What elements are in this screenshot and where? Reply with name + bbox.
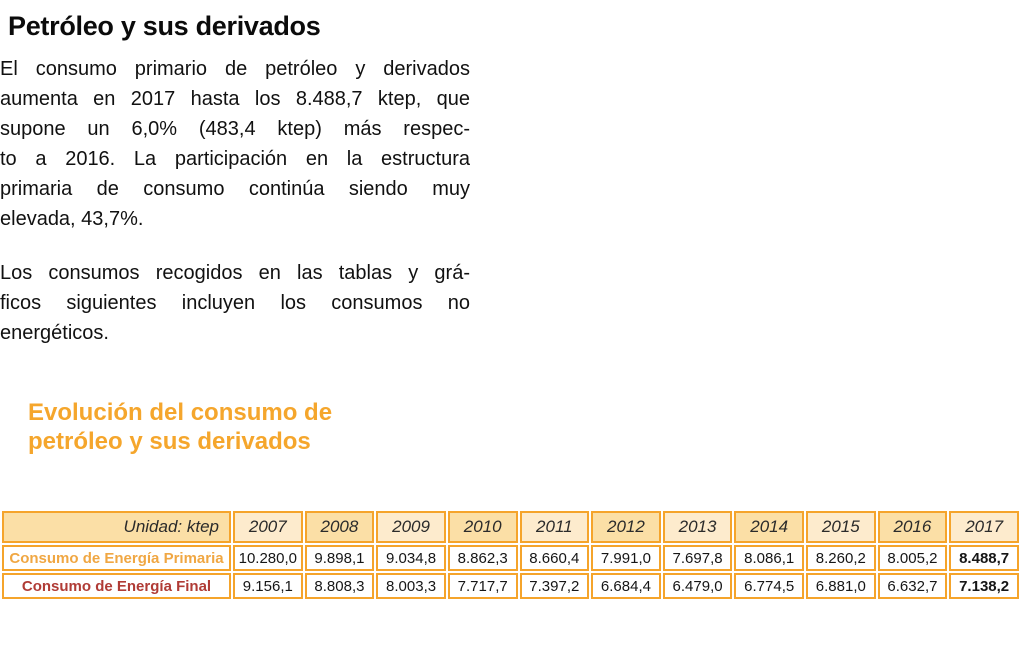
- table-header-row: Unidad: ktep 2007 2008 2009 2010 2011 2012 201…: [2, 511, 1019, 543]
- value-cell: 8.260,2: [806, 545, 876, 571]
- year-header-cell: 2011: [519, 511, 590, 543]
- table-row: Consumo de Energía Final 9.156,1 8.808,3 8.…: [2, 573, 1019, 599]
- table-body: Consumo de Energía Primaria 10.280,0 9.898…: [2, 545, 1019, 599]
- value-cell: 7.717,7: [447, 573, 518, 599]
- paragraph-line: energéticos.: [0, 322, 109, 344]
- year-header-cell: 2008: [304, 511, 375, 543]
- year-header-cell: 2016: [877, 511, 948, 543]
- value-cell: 8.005,2: [877, 545, 948, 571]
- year-header-cell: 2010: [447, 511, 518, 543]
- value-cell: 7.397,2: [519, 573, 590, 599]
- year-header-cell: 2014: [734, 511, 804, 543]
- paragraph-line: aumenta en 2017 hasta los 8.488,7 ktep, …: [0, 88, 470, 110]
- page-title: Petróleo y sus derivados: [8, 11, 321, 41]
- value-cell: 8.660,4: [519, 545, 590, 571]
- paragraph: Los consumos recogidos en las tablas y g…: [0, 258, 470, 348]
- value-cell: 6.479,0: [662, 573, 733, 599]
- value-cell: 9.898,1: [304, 545, 375, 571]
- table-row: Consumo de Energía Primaria 10.280,0 9.898…: [2, 545, 1019, 571]
- consumption-table: Unidad: ktep 2007 2008 2009 2010 2011 2012 201…: [0, 509, 1021, 601]
- value-cell: 9.034,8: [376, 545, 446, 571]
- paragraph-line: supone un 6,0% (483,4 ktep) más respec-: [0, 118, 470, 140]
- paragraph-line: ficos siguientes incluyen los consumos n…: [0, 292, 470, 314]
- section-heading: Evolución del consumo de petróleo y sus d…: [28, 398, 470, 456]
- value-cell: 7.991,0: [591, 545, 661, 571]
- document-page: Petróleo y sus derivados El consumo prim…: [0, 10, 1021, 601]
- value-cell: 9.156,1: [233, 573, 303, 599]
- paragraph-line: primaria de consumo continúa siendo muy: [0, 178, 470, 200]
- value-cell: 6.632,7: [877, 573, 948, 599]
- intro-text: El consumo primario de petróleo y deriva…: [0, 54, 470, 456]
- paragraph-line: to a 2016. La participación en la estruc…: [0, 148, 470, 170]
- value-cell: 8.862,3: [447, 545, 518, 571]
- value-cell: 8.488,7: [949, 545, 1019, 571]
- value-cell: 7.697,8: [662, 545, 733, 571]
- value-cell: 7.138,2: [949, 573, 1019, 599]
- paragraph-container: El consumo primario de petróleo y deriva…: [0, 54, 470, 348]
- paragraph: El consumo primario de petróleo y deriva…: [0, 54, 470, 234]
- section-heading-line: Evolución del consumo de: [28, 399, 333, 426]
- row-label: Consumo de Energía Final: [2, 573, 231, 599]
- value-cell: 6.684,4: [591, 573, 661, 599]
- year-header-cell: 2012: [591, 511, 661, 543]
- unit-label-cell: Unidad: ktep: [2, 511, 231, 543]
- section-heading-line: petróleo y sus derivados: [28, 428, 311, 455]
- paragraph-line: El consumo primario de petróleo y deriva…: [0, 58, 470, 80]
- value-cell: 8.003,3: [376, 573, 446, 599]
- value-cell: 6.774,5: [734, 573, 804, 599]
- year-header-cell: 2007: [233, 511, 303, 543]
- year-header-cell: 2013: [662, 511, 733, 543]
- value-cell: 6.881,0: [806, 573, 876, 599]
- year-header-cell: 2017: [949, 511, 1019, 543]
- value-cell: 10.280,0: [233, 545, 303, 571]
- consumption-table-wrapper: Unidad: ktep 2007 2008 2009 2010 2011 2012 201…: [0, 509, 1021, 601]
- paragraph-line: Los consumos recogidos en las tablas y g…: [0, 262, 470, 284]
- value-cell: 8.808,3: [304, 573, 375, 599]
- year-header-cell: 2015: [806, 511, 876, 543]
- year-header-cell: 2009: [376, 511, 446, 543]
- paragraph-line: elevada, 43,7%.: [0, 208, 144, 230]
- row-label: Consumo de Energía Primaria: [2, 545, 231, 571]
- value-cell: 8.086,1: [734, 545, 804, 571]
